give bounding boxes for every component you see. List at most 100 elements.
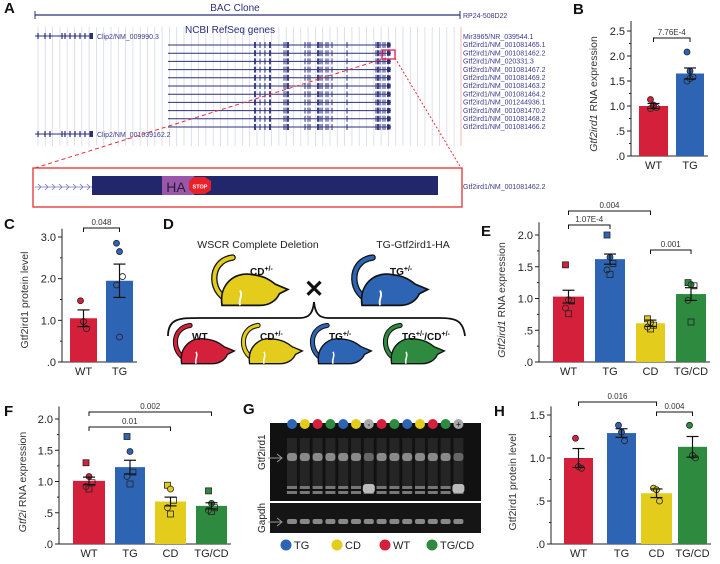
offspring-row: WT CD+/- TG+/- TG+/-/CD+/- — [175, 325, 451, 363]
gapdh-band — [287, 519, 297, 524]
y-tick-label: .0 — [536, 539, 545, 551]
legend-dot-icon — [426, 539, 438, 551]
gtf2ird1-band — [287, 453, 297, 461]
transcript-label: Gtf2ird1/NM_001081462.2 — [463, 50, 546, 57]
lower-band — [338, 486, 349, 489]
panel-letter-h: H — [494, 403, 505, 420]
y-tick-label: .5 — [616, 126, 625, 138]
bar-tg/cd — [678, 446, 707, 544]
gtf2ird1-band — [351, 453, 361, 461]
gapdh-band — [312, 519, 323, 524]
x-tick-label: WT — [560, 366, 577, 378]
data-point — [615, 421, 622, 429]
lower-band — [402, 486, 413, 489]
lower-band — [338, 491, 349, 494]
lane-smear — [351, 438, 361, 488]
significance-bracket — [650, 249, 692, 254]
y-tick-label: 3.0 — [41, 232, 56, 244]
p-value-label: 0.004 — [599, 201, 620, 210]
significance-bracket — [653, 37, 691, 42]
exon-mark — [387, 58, 391, 64]
lower-band — [389, 491, 400, 494]
x-tick-label: WT — [80, 548, 97, 559]
gapdh-band — [402, 519, 413, 524]
clip2-top-label: Clip2/NM_009990.3 — [97, 34, 159, 41]
transcript-label: Gtf2ird1/NM_001244936.1 — [463, 100, 546, 107]
offspring-label: TG+/- — [329, 331, 352, 343]
bar-tg — [607, 433, 636, 544]
y-tick-label: 1.5 — [518, 262, 533, 274]
significance-bracket — [88, 411, 212, 416]
exon-mark — [387, 67, 391, 73]
lane-smear — [415, 438, 425, 488]
data-point — [167, 485, 174, 493]
lower-band — [299, 486, 310, 489]
significance-bracket — [578, 401, 657, 406]
significance-bracket — [83, 227, 120, 232]
gtf2ird1-band — [415, 453, 425, 461]
x-tick-label: WT — [645, 160, 662, 172]
bar-tg/cd — [196, 505, 227, 544]
transcript-label: Gtf2ird1/NM_001081469.2 — [463, 75, 546, 82]
genotype: TG — [402, 332, 416, 343]
chart-b: .0 .5 1.0 1.5 2.0 2.5 Gtf2ird1 RNA expression W… — [588, 21, 708, 172]
track-grid-lines — [37, 27, 462, 146]
zoom-guide-left — [34, 57, 387, 169]
gtf2ird1-band — [440, 453, 451, 461]
chart-h: .0 .5 1.0 1.5 Gtf2ird1 protein level WT TG CD TG… — [507, 392, 711, 560]
exon-mark — [90, 33, 93, 39]
x-tick-label: CD — [649, 548, 665, 559]
lane-smear — [389, 438, 400, 488]
panel-letters: A B C D E F G H — [4, 0, 584, 420]
data-point — [123, 433, 131, 440]
gapdh-band — [440, 519, 451, 524]
panel-letter-c: C — [4, 216, 15, 233]
lane-smear — [338, 438, 349, 488]
panel-d-breeding-scheme: WSCR Complete Deletion TG-Gtf2ird1-HA CD… — [167, 239, 466, 364]
offspring-brace — [167, 301, 466, 337]
lane-genotype-dot — [338, 419, 349, 429]
y-axis-label-gene: Gtf2ird1 — [588, 114, 600, 151]
gtf2ird1-band — [376, 453, 387, 461]
tg-gtf2ird1-ha-title: TG-Gtf2ird1-HA — [376, 239, 450, 251]
data-point — [565, 310, 572, 318]
lane-control-mark: + — [456, 420, 461, 429]
panel-letter-d: D — [163, 216, 174, 233]
lane-genotype-dot — [312, 419, 323, 429]
p-value-label: 0.016 — [607, 392, 628, 401]
y-tick-label: 1.0 — [530, 453, 545, 465]
x-tick-label: TG/CD — [675, 548, 709, 559]
zoom-inset-box — [32, 167, 463, 208]
legend-dot-icon — [379, 539, 391, 551]
exon-mark — [387, 50, 391, 56]
data-point — [126, 448, 134, 455]
data-point — [205, 487, 212, 495]
bar-wt — [73, 480, 105, 544]
stop-octagon-icon — [189, 177, 211, 194]
legend-label: WT — [393, 540, 410, 552]
zoom-highlight-box — [381, 49, 396, 60]
gtf2ird1-band — [312, 453, 323, 461]
transcript-label: Gtf2ird1/NM_001081470.2 — [463, 108, 546, 115]
exon-mark — [387, 91, 391, 97]
lower-band — [312, 491, 323, 494]
gapdh-band — [338, 519, 349, 524]
gapdh-blot-label: Gapdh — [257, 503, 268, 533]
y-tick-label: .5 — [536, 496, 545, 508]
x-tick-label: WT — [570, 548, 587, 559]
transcript-labels: Mir3965/NR_039544.1Gtf2ird1/NM_001081465… — [463, 34, 546, 131]
cross-icon: ✕ — [304, 276, 324, 303]
panel-letter-e: E — [481, 223, 491, 240]
gtf2ird1-band — [299, 453, 310, 461]
x-tick-label: TG/CD — [674, 366, 708, 378]
data-point — [167, 510, 174, 518]
control-band — [452, 484, 465, 493]
lane-smear — [287, 438, 297, 488]
panel-letter-g: G — [243, 401, 255, 418]
gtf2ird1-blot-label: Gtf2ird1 — [257, 434, 268, 470]
p-value-label: 0.004 — [664, 402, 685, 411]
gtf2ird1-band — [338, 453, 349, 461]
y-tick-label: 2.0 — [38, 414, 53, 426]
y-tick-label: .0 — [44, 539, 53, 551]
transcript-label: Gtf2ird1/NM_001081467.2 — [463, 67, 546, 74]
